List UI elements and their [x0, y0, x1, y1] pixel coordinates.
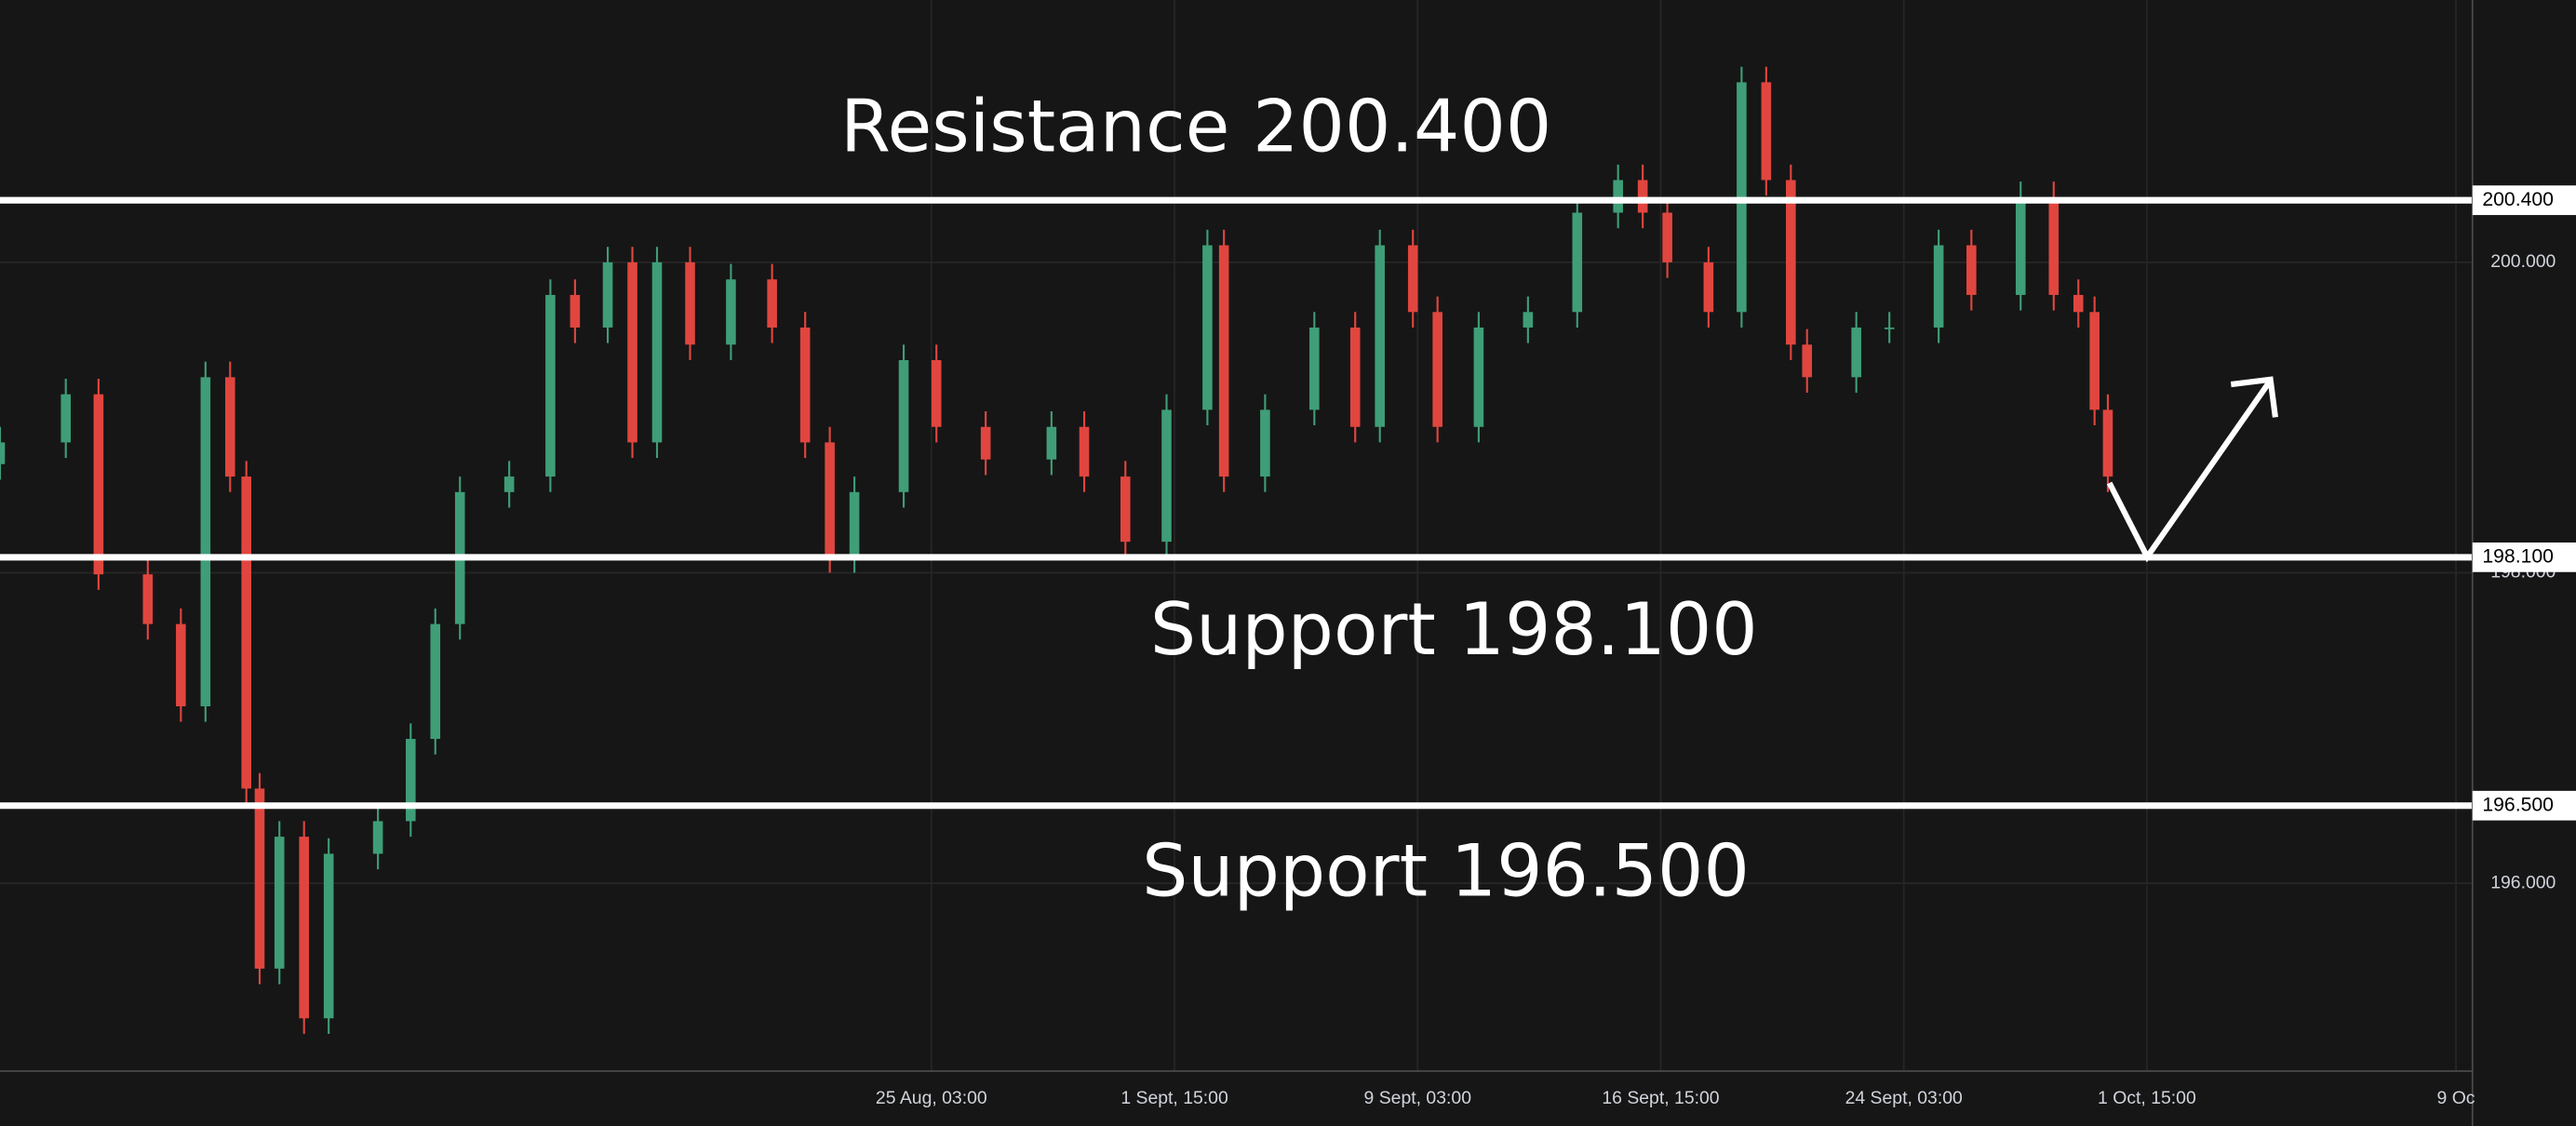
candle-body [1523, 312, 1534, 328]
candle-body [1851, 327, 1861, 378]
candle-body [627, 261, 637, 443]
candle-body [1703, 261, 1714, 313]
candle-body [2015, 196, 2026, 295]
x-tick-label: 1 Oct, 15:00 [2098, 1088, 2196, 1108]
candle-body [176, 623, 186, 706]
candle-body [980, 426, 991, 460]
candle-body [1966, 245, 1977, 295]
candle-body [825, 442, 835, 557]
candle-body [1046, 426, 1057, 460]
candle-body [224, 377, 235, 477]
candle-body [1407, 245, 1418, 313]
candle-body [1375, 245, 1385, 427]
candle-body [1572, 212, 1583, 313]
x-tick-label: 9 Sept, 03:00 [1364, 1088, 1472, 1108]
candle-body [767, 279, 777, 328]
x-tick-label: 25 Aug, 03:00 [876, 1088, 987, 1108]
candle-body [1260, 409, 1270, 477]
candle-body [93, 394, 104, 575]
y-tick-label: 196.000 [2490, 872, 2556, 892]
candle-body [726, 279, 736, 345]
candle-body [142, 574, 154, 624]
level-label-box [2472, 542, 2576, 572]
candle-body [898, 359, 909, 492]
candle-body [651, 261, 663, 443]
candle-body [685, 261, 695, 345]
x-tick-label: 16 Sept, 15:00 [1602, 1088, 1719, 1108]
level-label: 200.400 [2482, 189, 2554, 210]
candle-body [323, 853, 334, 1019]
candle-body [1309, 327, 1320, 410]
candle-body [849, 491, 860, 557]
candle-body [1933, 245, 1944, 328]
candle-body [0, 442, 6, 464]
level-label: 196.500 [2482, 794, 2554, 815]
arrow-head [2230, 376, 2279, 418]
candle-body [1349, 327, 1361, 427]
candle-body [274, 837, 285, 969]
x-tick-label: 24 Sept, 03:00 [1845, 1088, 1963, 1108]
candle-body [545, 294, 556, 477]
candle-body [405, 739, 416, 822]
candle-body [1613, 180, 1623, 213]
level-label-box [2472, 790, 2576, 821]
candle-body [254, 788, 265, 969]
candle-body [1218, 245, 1229, 477]
candle-body [2048, 196, 2059, 295]
x-tick-label: 1 Sept, 15:00 [1120, 1088, 1228, 1108]
candle-body [1079, 426, 1090, 477]
x-tick-label: 9 Oc [2437, 1088, 2475, 1108]
candle-body [2073, 294, 2084, 313]
candle-body [60, 394, 71, 443]
level-label: 198.100 [2482, 545, 2554, 567]
candle-body [1161, 409, 1172, 543]
candle-body [602, 261, 613, 328]
levels: Resistance 200.400 Support 198.100 Support… [0, 86, 2473, 913]
candle-body [241, 476, 251, 789]
candle-body [1202, 245, 1213, 410]
candle-body [2102, 409, 2113, 477]
candle-body [931, 359, 942, 427]
level-annotation: Resistance 200.400 [840, 86, 1551, 169]
candle-body [1786, 180, 1796, 345]
level-annotation: Support 198.100 [1150, 588, 1758, 672]
candle-body [1761, 82, 1772, 181]
candle-body [200, 377, 211, 706]
projection-arrow [2106, 381, 2272, 563]
level-annotation: Support 196.500 [1142, 829, 1750, 913]
candle-body [1120, 476, 1131, 543]
candle-body [503, 476, 515, 492]
candle-body [1884, 327, 1895, 329]
candle-body [1802, 344, 1813, 378]
candle-body [1662, 212, 1672, 262]
candle-body [299, 837, 309, 1019]
candle-body [1432, 312, 1442, 427]
candle-body [1637, 180, 1648, 213]
candle-body [430, 623, 441, 740]
grid [0, 0, 2473, 1071]
candle-body [2089, 312, 2100, 410]
level-label-box [2472, 185, 2576, 216]
y-tick-label: 200.000 [2490, 251, 2556, 272]
candle-body [799, 327, 811, 443]
candle-body [570, 294, 581, 328]
candle-body [1473, 327, 1484, 427]
candle-body [372, 821, 383, 854]
